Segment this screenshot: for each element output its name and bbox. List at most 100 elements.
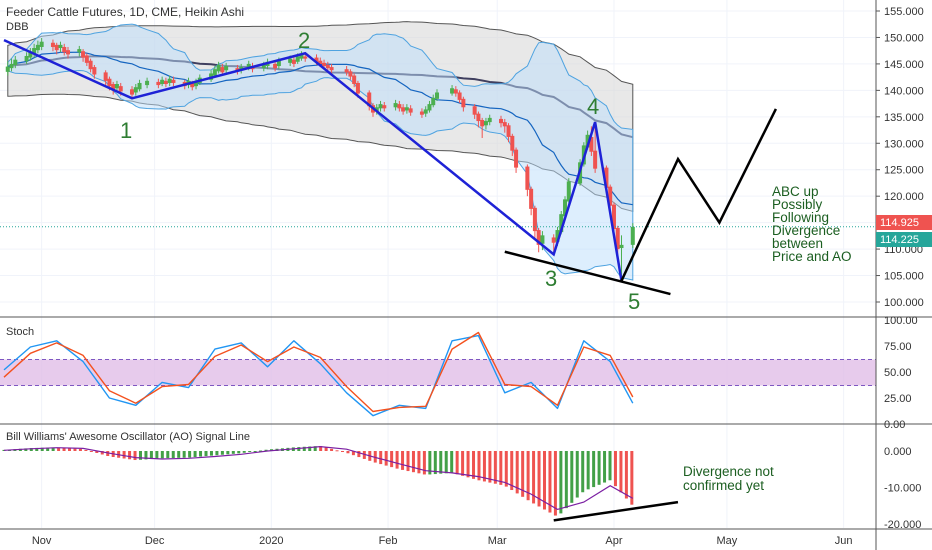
ao-bar <box>324 447 328 451</box>
ao-bar <box>78 448 82 451</box>
ao-bar <box>302 446 306 451</box>
note-divergence-line-2: confirmed yet <box>683 478 764 493</box>
candle-body <box>62 46 67 53</box>
stoch-tick-label: 50.00 <box>884 367 912 379</box>
note-abc-line-4: Divergence <box>772 223 840 238</box>
candle-body <box>92 67 97 75</box>
stochastic-pane <box>0 331 876 417</box>
candle-body <box>461 98 466 108</box>
ao-bar <box>138 451 142 460</box>
ao-bar <box>319 445 323 451</box>
ao-bar <box>570 451 574 503</box>
stoch-d-line <box>3 331 634 413</box>
ao-bar <box>586 451 590 490</box>
ao-bar <box>340 451 344 452</box>
stoch-tick-label: 75.00 <box>884 341 912 353</box>
ao-bar <box>553 451 557 516</box>
ao-bar <box>433 451 437 475</box>
candle-body <box>563 199 568 217</box>
chart-title: Feeder Cattle Futures, 1D, CME, Heikin A… <box>6 5 244 19</box>
candle-body <box>58 44 63 49</box>
ao-bar <box>488 451 492 483</box>
ao-bar <box>542 451 546 510</box>
price-candles <box>0 37 876 280</box>
time-tick-label: 2020 <box>259 535 283 547</box>
candle-body <box>322 62 327 67</box>
ao-bar <box>619 451 623 493</box>
ao-bar <box>504 451 508 487</box>
candle-body <box>224 66 229 71</box>
ao-bar <box>237 451 241 454</box>
time-tick-label: Apr <box>605 535 622 547</box>
ao-bar <box>390 451 394 468</box>
ao-bar <box>68 448 72 451</box>
candle-body <box>401 107 406 112</box>
ao-bar <box>564 451 568 509</box>
ao-bar <box>482 451 486 482</box>
ao-bar <box>521 451 525 497</box>
candle-body <box>329 67 334 71</box>
ao-tick-label: -20.000 <box>884 519 921 531</box>
candle-body <box>24 55 29 62</box>
candle-body <box>261 64 266 69</box>
ao-bar <box>62 447 66 451</box>
price-tick-label: 120.000 <box>884 191 924 203</box>
ao-bar <box>351 451 355 456</box>
ao-bar <box>613 451 617 487</box>
ao-bar <box>297 447 301 451</box>
ao-bar <box>417 451 421 474</box>
stoch-pane-title: Stoch <box>6 326 34 338</box>
candle-body <box>118 86 123 92</box>
wave-label-3: 3 <box>545 266 557 291</box>
price-tick-label: 145.000 <box>884 59 924 71</box>
candle-body <box>303 56 308 59</box>
candle-body <box>450 88 455 94</box>
candle-body <box>514 149 519 168</box>
price-tag-green: 114.225 <box>880 234 919 246</box>
candle-body <box>355 82 360 94</box>
stoch-tick-label: 100.00 <box>884 315 918 327</box>
abc-projection-line <box>620 108 778 282</box>
candle-body <box>194 81 199 87</box>
candle-body <box>212 69 217 76</box>
candle-body <box>314 57 319 62</box>
ao-bar <box>532 451 536 504</box>
ao-signal-line <box>3 445 634 511</box>
ao-bar <box>422 451 426 475</box>
candle-body <box>130 89 135 95</box>
ao-bar <box>439 451 443 474</box>
candle-body <box>604 167 609 188</box>
price-tick-label: 110.000 <box>884 244 923 256</box>
candle-body <box>344 69 349 73</box>
price-tick-label: 150.000 <box>884 32 924 44</box>
candle-body <box>35 44 40 51</box>
ao-bar <box>313 446 317 451</box>
candle-body <box>630 226 635 245</box>
ao-bar <box>264 449 268 451</box>
candle-body <box>133 87 138 93</box>
candle-body <box>585 134 590 148</box>
ao-bar <box>461 451 465 476</box>
ao-bar <box>330 448 334 451</box>
candle-body <box>107 78 112 87</box>
stoch-band <box>0 359 876 386</box>
ao-divergence-line <box>553 500 679 522</box>
candle-body <box>13 59 18 65</box>
ao-bar <box>253 451 257 452</box>
stoch-k-line <box>3 334 634 417</box>
ao-bar <box>2 449 6 451</box>
candle-body <box>299 54 304 59</box>
price-tag-green-bg <box>876 232 932 247</box>
note-divergence-line-1: Divergence not <box>683 464 774 479</box>
candle-body <box>88 60 93 70</box>
candle-body <box>163 80 168 85</box>
candle-body <box>378 104 383 109</box>
candle-body <box>619 244 624 249</box>
ao-bar <box>493 451 497 484</box>
candle-body <box>77 49 82 53</box>
candle-body <box>510 135 515 151</box>
ao-bar <box>188 451 192 458</box>
ao-bar <box>160 451 164 459</box>
candle-body <box>566 181 571 202</box>
time-tick-label: Dec <box>145 535 165 547</box>
